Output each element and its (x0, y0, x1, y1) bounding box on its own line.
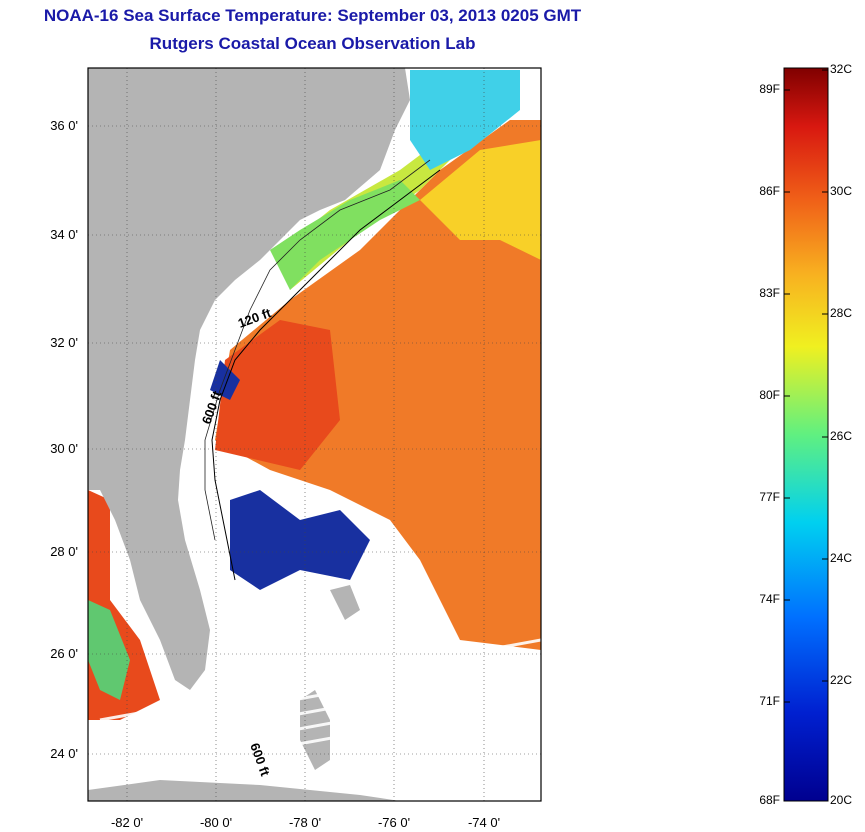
lat-tick-label: 24 0' (50, 746, 78, 761)
colorbar-c-label: 30C (830, 184, 853, 198)
lon-tick-label: -80 0' (199, 815, 233, 830)
lat-tick-label: 26 0' (50, 646, 78, 661)
hot-water-patch (215, 320, 340, 470)
lon-tick-label: -74 0' (467, 815, 501, 830)
lon-tick-label: -82 0' (110, 815, 144, 830)
map-title: NOAA-16 Sea Surface Temperature: Septemb… (43, 6, 582, 25)
bahamas-land-1 (330, 585, 360, 620)
us-east-coast-land (88, 68, 410, 690)
colorbar-f-label: 77F (759, 490, 780, 504)
colorbar-c-label: 22C (830, 673, 853, 687)
colorbar-f-label: 83F (759, 286, 780, 300)
gulf-green (88, 600, 130, 700)
warm-water-region (215, 120, 541, 650)
lat-tick-label: 32 0' (50, 335, 78, 350)
cuba-land (88, 780, 400, 801)
map-frame (87, 67, 542, 802)
colorbar (783, 67, 829, 802)
map-plot-area (88, 68, 541, 801)
contour-120ft (204, 159, 431, 541)
lon-tick-label: -76 0' (377, 815, 411, 830)
colorbar-c-label: 20C (830, 793, 853, 807)
lat-tick-label: 30 0' (50, 441, 78, 456)
cold-patches (230, 490, 370, 590)
contour-600ft (211, 169, 441, 581)
colorbar-f-label: 89F (759, 82, 780, 96)
map-subtitle: Rutgers Coastal Ocean Observation Lab (149, 34, 476, 53)
yellow-band (420, 140, 541, 260)
colorbar-f-label: 68F (759, 793, 780, 807)
swath-gaps (99, 638, 541, 782)
cold-patches-2 (210, 360, 240, 400)
colorbar-f-label: 80F (759, 388, 780, 402)
colorbar-c-label: 24C (830, 551, 853, 565)
lon-tick-label: -78 0' (288, 815, 322, 830)
lat-tick-label: 28 0' (50, 544, 78, 559)
colorbar-f-label: 74F (759, 592, 780, 606)
colorbar-f-label: 71F (759, 694, 780, 708)
colorbar-c-label: 32C (830, 62, 853, 76)
lat-tick-label: 34 0' (50, 227, 78, 242)
cyan-coast (410, 70, 520, 170)
colorbar-c-label: 28C (830, 306, 853, 320)
lat-tick-label: 36 0' (50, 118, 78, 133)
colorbar-f-label: 86F (759, 184, 780, 198)
colorbar-c-label: 26C (830, 429, 853, 443)
